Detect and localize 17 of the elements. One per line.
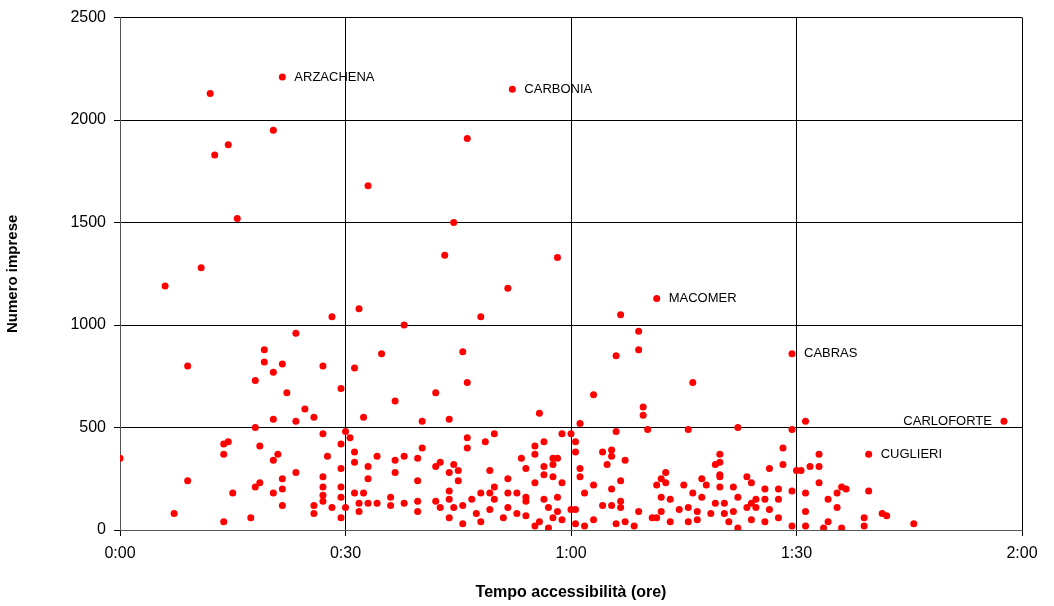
y-tick-label: 1000 bbox=[70, 315, 107, 333]
x-axis-title: Tempo accessibilità (ore) bbox=[475, 582, 667, 600]
y-tick-label: 2500 bbox=[70, 8, 107, 26]
y-tick-label: 2000 bbox=[70, 110, 107, 128]
annotation: MACOMER bbox=[668, 289, 737, 305]
x-tick-label: 0:30 bbox=[329, 544, 362, 562]
x-tick-label: 2:00 bbox=[1006, 544, 1038, 562]
x-tick-label: 1:30 bbox=[780, 544, 813, 562]
annotation: CARLOFORTE bbox=[903, 412, 993, 428]
y-axis-title: Numero imprese bbox=[3, 214, 21, 333]
y-tick-label: 1500 bbox=[70, 212, 107, 230]
annotation: CUGLIERI bbox=[880, 445, 943, 461]
annotation: CABRAS bbox=[803, 345, 858, 361]
x-tick-label: 0:00 bbox=[104, 544, 136, 562]
y-tick-label: 500 bbox=[79, 417, 107, 435]
x-tick-label: 1:00 bbox=[555, 544, 587, 562]
y-tick-label: 0 bbox=[97, 520, 107, 538]
